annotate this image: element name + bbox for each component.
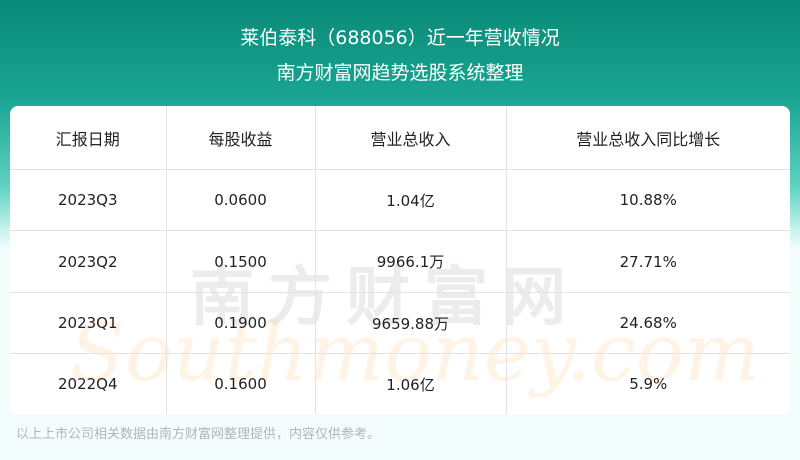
table-cell: 2023Q3 <box>10 169 167 232</box>
column-header: 营业总收入 <box>315 106 507 170</box>
table-cell: 2023Q1 <box>10 292 167 355</box>
table-cell: 1.04亿 <box>315 169 507 232</box>
table-header-row: 汇报日期 每股收益 营业总收入 营业总收入同比增长 <box>10 106 790 170</box>
page-subtitle: 南方财富网趋势选股系统整理 <box>276 62 524 84</box>
revenue-table-card: 南方财富网 Southmoney.com 汇报日期 每股收益 营业总收入 营业总收入同… <box>10 106 790 414</box>
table-cell: 0.1600 <box>166 353 316 414</box>
table-cell: 24.68% <box>506 292 790 355</box>
column-header: 汇报日期 <box>10 106 167 170</box>
column-header: 每股收益 <box>166 106 316 170</box>
table-cell: 10.88% <box>506 169 790 232</box>
footer-disclaimer: 以上上市公司相关数据由南方财富网整理提供，内容仅供参考。 <box>16 427 381 442</box>
table-cell: 5.9% <box>629 375 668 394</box>
table-cell: 9966.1万 <box>315 230 507 293</box>
table-cell: 0.1900 <box>166 292 316 355</box>
table-row: 2022Q4 0.1600 1.06亿 5.9% <box>10 353 790 414</box>
revenue-table: 汇报日期 每股收益 营业总收入 营业总收入同比增长 2023Q3 0.0600 1.04亿… <box>10 106 790 414</box>
table-cell: 2022Q4 <box>10 353 167 414</box>
table-cell: 2023Q2 <box>10 230 167 293</box>
table-cell: 0.0600 <box>166 169 316 232</box>
table-cell: 9659.88万 <box>315 292 507 355</box>
column-header: 营业总收入同比增长 <box>506 106 790 170</box>
table-cell: 0.1500 <box>166 230 316 293</box>
table-cell: 1.06亿 <box>315 353 507 414</box>
table-cell: 27.71% <box>506 230 790 293</box>
table-row: 2023Q1 0.1900 9659.88万 24.68% <box>10 292 790 355</box>
table-row: 2023Q3 0.0600 1.04亿 10.88% <box>10 169 790 232</box>
page-title: 莱伯泰科（688056）近一年营收情况 <box>240 27 560 49</box>
table-row: 2023Q2 0.1500 9966.1万 27.71% <box>10 230 790 293</box>
